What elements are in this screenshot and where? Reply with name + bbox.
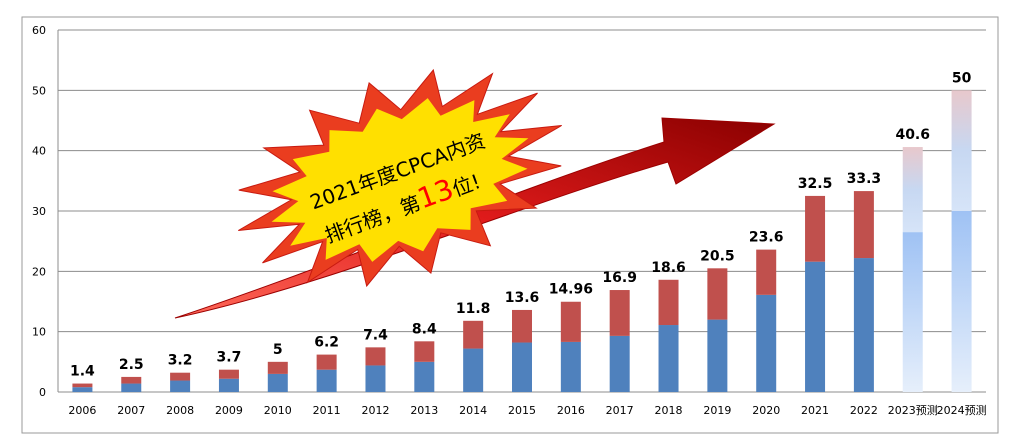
bar-segment-upper bbox=[218, 369, 239, 379]
bar-segment-lower bbox=[267, 373, 288, 392]
x-axis: 2006 2007 2008 2009 2010 2011 2012 2013 2014 2015… bbox=[68, 404, 986, 417]
bar-value-label: 23.6 bbox=[749, 230, 784, 246]
x-tick-label: 2019 bbox=[703, 404, 731, 417]
bar-value-label: 13.6 bbox=[505, 290, 540, 306]
bar-value-label: 40.6 bbox=[895, 127, 930, 143]
bar-segment-lower bbox=[72, 387, 93, 392]
bar-segment-upper bbox=[365, 347, 386, 366]
bar-segment-lower bbox=[414, 361, 435, 392]
x-tick-label: 2013 bbox=[410, 404, 438, 417]
x-tick-label: 2021 bbox=[801, 404, 829, 417]
x-tick-label: 2015 bbox=[508, 404, 536, 417]
bar-segment-lower bbox=[707, 319, 728, 392]
x-tick-label: 2006 bbox=[68, 404, 96, 417]
x-tick-label: 2023预测 bbox=[888, 404, 938, 417]
x-tick-label: 2008 bbox=[166, 404, 194, 417]
bar-value-label: 32.5 bbox=[798, 176, 833, 192]
bar-segment-upper bbox=[609, 290, 630, 336]
bar-segment-upper bbox=[951, 90, 972, 211]
bar-segment-upper bbox=[463, 320, 484, 349]
bar-segment-upper bbox=[121, 376, 142, 384]
bar-segment-upper bbox=[560, 301, 581, 342]
y-tick-label: 10 bbox=[32, 326, 46, 339]
bar-segment-lower bbox=[218, 378, 239, 392]
bar-segment-lower bbox=[170, 380, 191, 392]
x-tick-label: 2010 bbox=[264, 404, 292, 417]
y-tick-label: 60 bbox=[32, 24, 46, 37]
bar-segment-upper bbox=[512, 309, 532, 343]
bar-segment-lower bbox=[658, 325, 679, 392]
x-tick-label: 2022 bbox=[850, 404, 878, 417]
bar-value-label: 33.3 bbox=[847, 171, 882, 187]
bar-value-label: 16.9 bbox=[602, 270, 637, 286]
bar-segment-upper bbox=[267, 361, 288, 374]
bar-segment-lower bbox=[121, 383, 142, 392]
bar-value-label: 3.2 bbox=[168, 353, 193, 369]
bar-segment-lower bbox=[609, 335, 630, 392]
bar-value-label: 1.4 bbox=[70, 364, 95, 380]
bar-segment-upper bbox=[756, 249, 777, 295]
bar-value-label: 2.5 bbox=[119, 357, 144, 373]
bar-value-label: 7.4 bbox=[363, 327, 388, 343]
y-tick-label: 30 bbox=[32, 205, 46, 218]
bars bbox=[72, 90, 972, 392]
y-tick-label: 0 bbox=[39, 386, 46, 399]
chart-border bbox=[21, 16, 999, 434]
bar-segment-lower bbox=[853, 258, 874, 392]
y-axis: 0 10 20 30 40 50 60 bbox=[32, 24, 46, 399]
bar-segment-upper bbox=[902, 147, 923, 233]
x-tick-label: 2011 bbox=[313, 404, 341, 417]
bar-value-label: 20.5 bbox=[700, 248, 735, 264]
bar-segment-lower bbox=[560, 341, 581, 392]
bar-segment-upper bbox=[707, 268, 728, 320]
bar-segment-lower bbox=[512, 342, 532, 392]
bar-segment-upper bbox=[658, 279, 679, 326]
bar-value-label: 5 bbox=[273, 342, 283, 358]
bar-segment-upper bbox=[805, 195, 826, 262]
x-tick-label: 2020 bbox=[752, 404, 780, 417]
y-tick-label: 20 bbox=[32, 265, 46, 278]
starburst-inner-icon bbox=[271, 98, 529, 262]
x-tick-label: 2014 bbox=[459, 404, 487, 417]
bar-segment-lower bbox=[756, 294, 777, 392]
x-tick-label: 2007 bbox=[117, 404, 145, 417]
bar-value-label: 11.8 bbox=[456, 301, 491, 317]
x-tick-label: 2017 bbox=[606, 404, 634, 417]
starburst-callout: 2021年度CPCA内资 排行榜，第13位! bbox=[238, 68, 562, 288]
y-tick-label: 50 bbox=[32, 84, 46, 97]
bar-value-label: 50 bbox=[952, 70, 972, 86]
bar-segment-lower bbox=[902, 232, 923, 392]
bar-segment-lower bbox=[365, 365, 386, 392]
bar-segment-lower bbox=[805, 261, 826, 392]
x-tick-label: 2016 bbox=[557, 404, 585, 417]
bar-value-label: 6.2 bbox=[314, 335, 339, 351]
bar-segment-lower bbox=[316, 369, 337, 392]
bar-value-label: 8.4 bbox=[412, 321, 437, 337]
bar-segment-lower bbox=[951, 211, 972, 392]
bar-value-label: 14.96 bbox=[549, 282, 593, 298]
bar-segment-upper bbox=[316, 354, 337, 370]
bar-segment-lower bbox=[463, 348, 484, 392]
y-tick-label: 40 bbox=[32, 145, 46, 158]
bar-segment-upper bbox=[853, 191, 874, 259]
x-tick-label: 2018 bbox=[655, 404, 683, 417]
x-tick-label: 2024预测 bbox=[937, 404, 987, 417]
bar-value-label: 18.6 bbox=[651, 260, 686, 276]
x-tick-label: 2012 bbox=[361, 404, 389, 417]
x-tick-label: 2009 bbox=[215, 404, 243, 417]
bar-value-label: 3.7 bbox=[217, 350, 242, 366]
data-labels: 1.4 2.5 3.2 3.7 5 6.2 7.4 8.4 11.8 13.6 14.96 16.9 1… bbox=[70, 70, 972, 379]
bar-segment-upper bbox=[414, 341, 435, 362]
bar-segment-upper bbox=[72, 383, 93, 388]
bar-segment-upper bbox=[170, 372, 191, 381]
